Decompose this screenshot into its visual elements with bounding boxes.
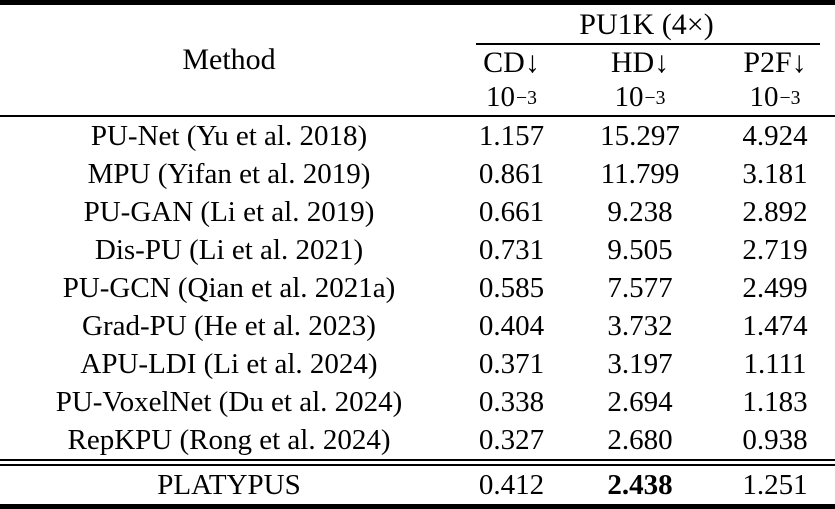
unit-base: 10 — [614, 81, 644, 113]
p2f-value: 1.111 — [743, 348, 807, 380]
header-body-rule — [0, 115, 835, 117]
unit-base: 10 — [486, 81, 516, 113]
unit-hd: 10 −3 — [614, 81, 666, 113]
hd-value: 9.505 — [607, 234, 673, 266]
hd-value: 2.680 — [607, 424, 673, 456]
hd-value-best: 2.438 — [607, 469, 673, 501]
method-cell: APU-LDI (Li et al. 2024) — [80, 348, 378, 380]
cd-value: 0.327 — [478, 424, 545, 456]
p2f-value: 2.892 — [742, 196, 808, 228]
method-cell: PU-GAN (Li et al. 2019) — [83, 196, 375, 228]
hd-value: 2.694 — [607, 386, 673, 418]
p2f-value: 1.183 — [742, 386, 808, 418]
platypus-row: PLATYPUS 0.412 2.438 1.251 — [0, 466, 835, 504]
top-rule — [0, 0, 835, 5]
p2f-value: 0.938 — [742, 424, 808, 456]
p2f-value: 3.181 — [742, 158, 808, 190]
cd-value: 0.661 — [478, 196, 545, 228]
table-row: PU-Net (Yu et al. 2018) 1.157 15.297 4.9… — [0, 117, 835, 155]
cd-value: 0.585 — [478, 272, 545, 304]
unit-cd: 10 −3 — [486, 81, 537, 113]
cd-value: 0.412 — [478, 469, 545, 501]
bottom-rule — [0, 504, 835, 509]
body-final-double-rule — [0, 459, 835, 466]
p2f-value: 2.499 — [742, 272, 808, 304]
p2f-value: 1.251 — [742, 469, 808, 501]
hd-value: 7.577 — [607, 272, 673, 304]
table-row: PU-GCN (Qian et al. 2021a) 0.585 7.577 2… — [0, 269, 835, 307]
dataset-group-header: PU1K (4×) — [579, 8, 714, 41]
method-cell: PLATYPUS — [157, 469, 301, 501]
table-row: APU-LDI (Li et al. 2024) 0.371 3.197 1.1… — [0, 345, 835, 383]
cd-value: 0.404 — [478, 310, 545, 342]
method-cell: Dis-PU (Li et al. 2021) — [94, 234, 364, 266]
group-header-rule — [476, 43, 820, 45]
cd-value: 1.157 — [478, 120, 545, 152]
p2f-value: 4.924 — [742, 120, 808, 152]
hd-value: 3.732 — [607, 310, 673, 342]
table-row: PU-VoxelNet (Du et al. 2024) 0.338 2.694… — [0, 383, 835, 421]
column-header-hd: HD↓ — [610, 46, 670, 79]
unit-base: 10 — [749, 81, 779, 113]
table-header: Method PU1K (4×) CD↓ HD↓ P2F↓ 10 −3 10 −3 … — [0, 5, 835, 115]
cd-value: 0.371 — [478, 348, 545, 380]
table-row: PU-GAN (Li et al. 2019) 0.661 9.238 2.89… — [0, 193, 835, 231]
table-row: MPU (Yifan et al. 2019) 0.861 11.799 3.1… — [0, 155, 835, 193]
method-cell: Grad-PU (He et al. 2023) — [82, 310, 376, 342]
method-cell: RepKPU (Rong et al. 2024) — [67, 424, 391, 456]
unit-p2f: 10 −3 — [749, 81, 801, 113]
method-cell: MPU (Yifan et al. 2019) — [87, 158, 371, 190]
p2f-value: 2.719 — [742, 234, 808, 266]
method-cell: PU-GCN (Qian et al. 2021a) — [62, 272, 396, 304]
hd-value: 11.799 — [600, 158, 680, 190]
method-cell: PU-Net (Yu et al. 2018) — [90, 120, 368, 152]
hd-value: 3.197 — [607, 348, 673, 380]
column-header-cd: CD↓ — [483, 46, 540, 79]
method-cell: PU-VoxelNet (Du et al. 2024) — [55, 386, 403, 418]
method-column-header: Method — [182, 43, 276, 76]
p2f-value: 1.474 — [742, 310, 808, 342]
cd-value: 0.338 — [478, 386, 545, 418]
table-row: Grad-PU (He et al. 2023) 0.404 3.732 1.4… — [0, 307, 835, 345]
cd-value: 0.731 — [478, 234, 545, 266]
column-header-p2f: P2F↓ — [743, 46, 807, 79]
table-row: Dis-PU (Li et al. 2021) 0.731 9.505 2.71… — [0, 231, 835, 269]
table-body: PU-Net (Yu et al. 2018) 1.157 15.297 4.9… — [0, 117, 835, 459]
hd-value: 15.297 — [600, 120, 680, 152]
hd-value: 9.238 — [607, 196, 673, 228]
cd-value: 0.861 — [478, 158, 545, 190]
table-row: RepKPU (Rong et al. 2024) 0.327 2.680 0.… — [0, 421, 835, 459]
